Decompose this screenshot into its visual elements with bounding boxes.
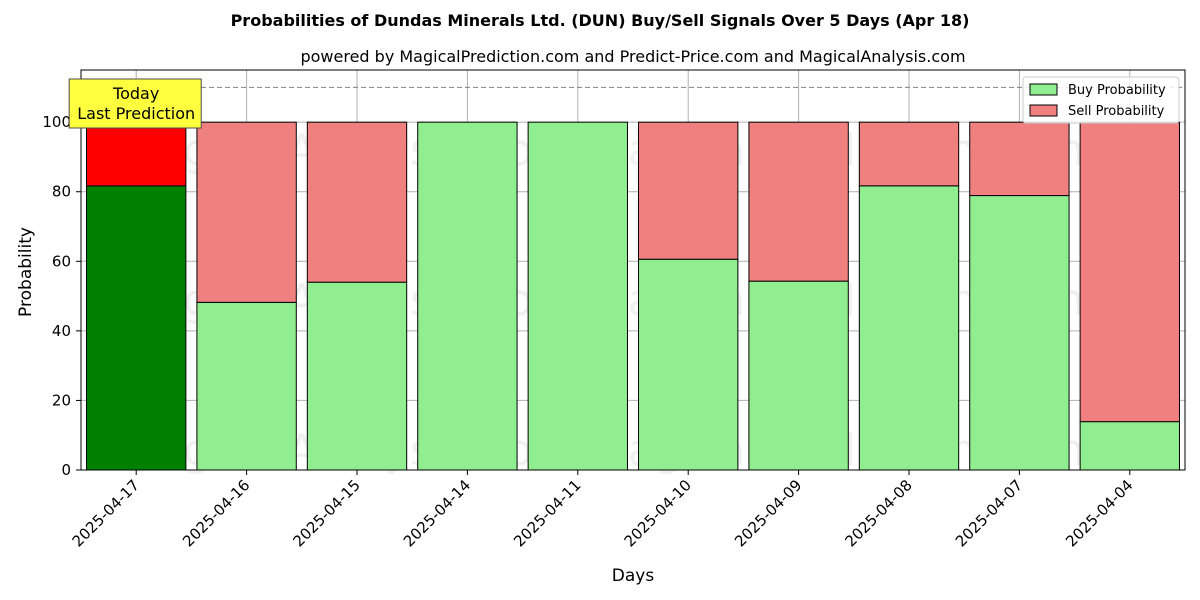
buy-probability-bar — [969, 195, 1070, 471]
buy-probability-bar — [196, 301, 297, 471]
sell-probability-bar — [748, 121, 849, 282]
y-tick-label: 100 — [42, 113, 71, 131]
y-tick-label: 60 — [52, 252, 71, 270]
sell-probability-bar — [638, 121, 739, 260]
x-tick-label: 2025-04-07 — [952, 476, 1026, 550]
sell-probability-bar — [858, 121, 960, 187]
buy-probability-bar — [1079, 421, 1180, 471]
x-tick-label: 2025-04-04 — [1062, 476, 1136, 550]
buy-probability-bar — [638, 258, 739, 471]
y-tick-label: 40 — [52, 322, 71, 340]
legend-box — [1022, 76, 1180, 124]
bars — [86, 121, 1180, 471]
y-tick-label: 20 — [52, 391, 71, 409]
sell-probability-bar — [196, 121, 297, 303]
x-axis-label: Days — [612, 566, 655, 586]
buy-probability-bar — [306, 281, 408, 471]
buy-probability-bar — [527, 121, 628, 471]
x-tick-label: 2025-04-17 — [69, 476, 143, 550]
x-tick-label: 2025-04-14 — [400, 476, 474, 550]
x-tick-label: 2025-04-09 — [731, 476, 805, 550]
sell-probability-bar — [969, 121, 1070, 197]
annotation-text: Last Prediction — [77, 104, 195, 123]
chart-subtitle: powered by MagicalPrediction.com and Pre… — [300, 47, 965, 66]
y-tick-label: 80 — [52, 183, 71, 201]
sell-probability-bar — [306, 121, 408, 283]
x-tick-label: 2025-04-16 — [179, 476, 253, 550]
legend: Buy Probability Sell Probability — [1022, 76, 1180, 124]
y-tick-label: 0 — [61, 461, 71, 479]
buy-probability-bar — [417, 121, 518, 471]
annotation-text: Today — [112, 84, 159, 103]
chart-title: Probabilities of Dundas Minerals Ltd. (D… — [231, 11, 970, 30]
buy-probability-bar — [86, 185, 187, 471]
legend-swatch — [1029, 83, 1058, 96]
legend-swatch — [1029, 104, 1058, 117]
x-tick-label: 2025-04-10 — [621, 476, 695, 550]
y-axis-label: Probability — [16, 227, 36, 317]
plot-frame — [80, 69, 1186, 471]
sell-probability-bar — [1079, 121, 1180, 423]
x-tick-label: 2025-04-11 — [510, 476, 584, 550]
sell-probability-bar — [86, 121, 187, 187]
buy-probability-bar — [858, 185, 960, 471]
y-axis: 0 20 40 60 80 100 — [42, 113, 81, 479]
legend-label: Buy Probability — [1068, 83, 1166, 98]
legend-label: Sell Probability — [1068, 104, 1165, 119]
annotation-box — [68, 78, 202, 129]
x-axis: 2025-04-17 2025-04-16 2025-04-15 2025-04-14… — [69, 470, 1137, 550]
x-tick-label: 2025-04-08 — [841, 476, 915, 550]
x-tick-label: 2025-04-15 — [289, 476, 363, 550]
buy-probability-bar — [748, 280, 849, 471]
